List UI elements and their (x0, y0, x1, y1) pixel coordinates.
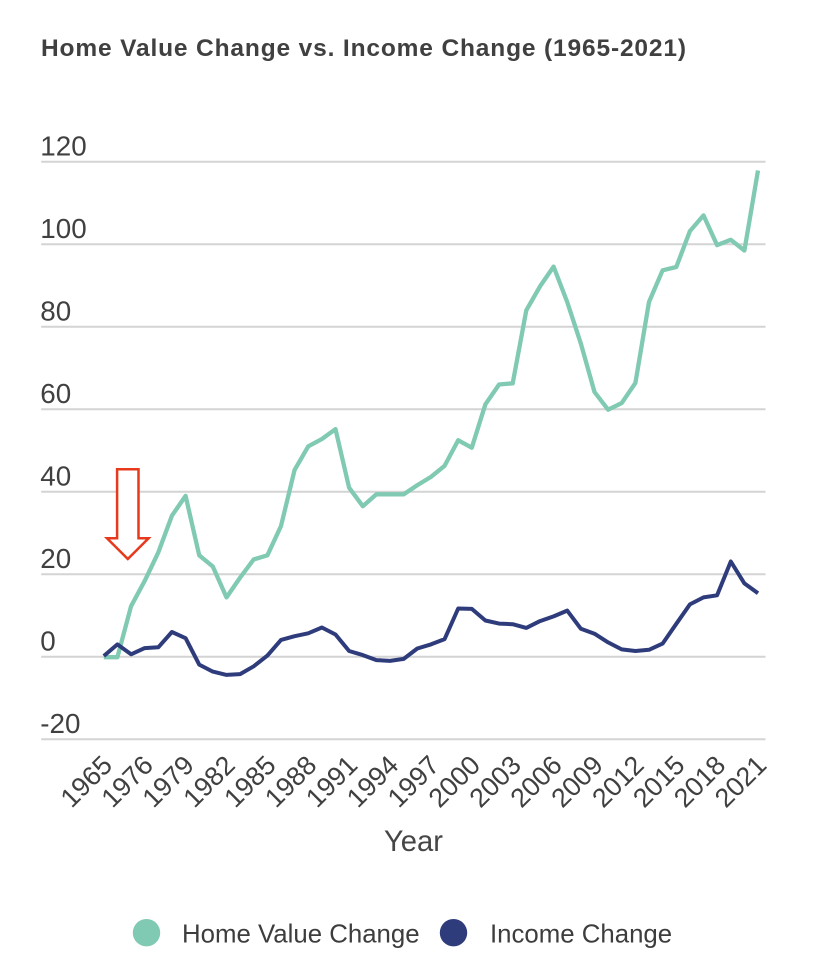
svg-text:Year: Year (384, 826, 443, 858)
svg-text:60: 60 (40, 378, 71, 409)
svg-text:Income Change: Income Change (490, 921, 672, 949)
svg-text:120: 120 (40, 131, 86, 162)
svg-text:-20: -20 (40, 708, 80, 739)
svg-text:80: 80 (40, 296, 71, 327)
svg-text:Home Value Change: Home Value Change (182, 921, 420, 949)
svg-text:40: 40 (40, 461, 71, 492)
svg-text:0: 0 (40, 626, 55, 657)
svg-text:100: 100 (40, 213, 86, 244)
svg-text:Home Value Change vs. Income C: Home Value Change vs. Income Change (196… (41, 35, 687, 62)
svg-text:20: 20 (40, 543, 71, 574)
